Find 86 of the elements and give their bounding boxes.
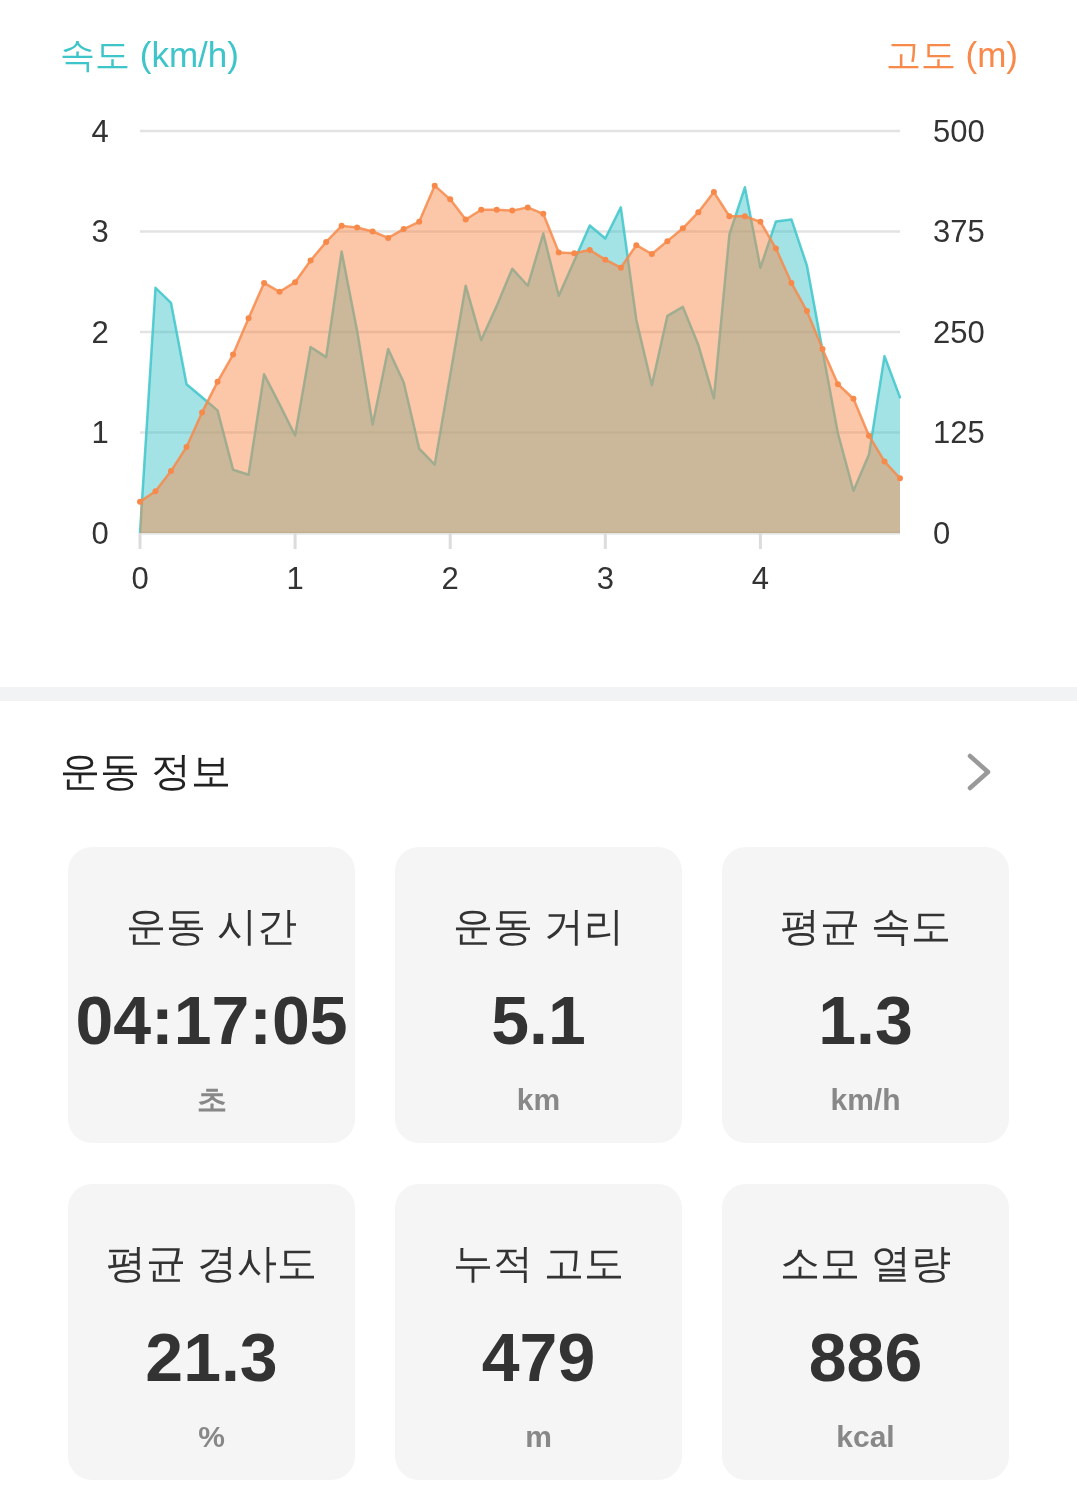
point (323, 238, 330, 245)
text: 운동 시간 (125, 904, 298, 948)
text: km (516, 1082, 561, 1116)
x-tick-label: 2 (441, 560, 459, 596)
y2-tick-label: 125 (933, 415, 985, 450)
point (183, 443, 190, 450)
point (602, 256, 609, 263)
point (679, 225, 686, 232)
point (819, 345, 826, 352)
point (431, 182, 438, 189)
y-tick-label: 1 (91, 415, 109, 450)
text: 5.1 (491, 982, 586, 1058)
text: 평균 경사도 (105, 1241, 318, 1285)
point (462, 216, 469, 223)
point (509, 207, 516, 214)
point (648, 251, 655, 258)
point (757, 218, 764, 225)
point (881, 458, 888, 465)
y2-axis-title: 고도 (m) (885, 34, 1018, 74)
point (369, 228, 376, 235)
point (214, 378, 221, 385)
point (245, 315, 252, 322)
text: % (198, 1419, 225, 1453)
x-tick-label: 3 (596, 560, 614, 596)
point (710, 189, 717, 196)
text: 소모 열량 (779, 1241, 952, 1285)
point (292, 279, 299, 286)
point (664, 238, 671, 245)
point (617, 264, 624, 271)
point (416, 218, 423, 225)
text: 초 (196, 1082, 227, 1116)
point (137, 498, 143, 505)
y2-tick-label: 500 (933, 113, 985, 149)
y2-tick-label: 0 (933, 515, 951, 551)
text: 운동 정보 (60, 749, 232, 793)
point (524, 204, 531, 211)
text: 04:17:05 (75, 982, 348, 1058)
point (586, 246, 593, 253)
text: 21.3 (145, 1319, 278, 1395)
point (400, 226, 407, 233)
point (168, 468, 175, 475)
y-axis-title: 속도 (km/h) (60, 34, 239, 74)
y2-tick-label: 250 (933, 314, 985, 350)
y2-tick-label: 375 (933, 214, 985, 249)
x-tick-label: 4 (751, 560, 770, 596)
point (354, 224, 361, 231)
point (230, 351, 237, 358)
text: 886 (808, 1319, 923, 1395)
point (571, 250, 578, 257)
text: kcal (836, 1419, 895, 1453)
x-tick-label: 1 (286, 560, 304, 596)
text: 1.3 (818, 982, 913, 1058)
text: 누적 고도 (452, 1241, 625, 1285)
y-tick-label: 0 (91, 515, 109, 551)
point (788, 279, 795, 286)
point (338, 222, 345, 229)
point (478, 206, 485, 213)
point (199, 409, 206, 416)
point (555, 249, 562, 256)
text: 479 (481, 1319, 596, 1395)
point (261, 279, 268, 286)
point (633, 242, 640, 249)
point (540, 210, 547, 217)
point (865, 432, 872, 439)
point (695, 209, 702, 216)
point (834, 381, 841, 388)
point (772, 245, 779, 252)
point (850, 395, 857, 402)
text: m (525, 1419, 552, 1453)
x-tick-label: 0 (131, 560, 149, 596)
point (276, 288, 283, 295)
point (152, 488, 159, 495)
text: km/h (830, 1082, 901, 1116)
text: 평균 속도 (779, 904, 952, 948)
y-tick-label: 4 (91, 113, 109, 149)
point (897, 475, 903, 482)
point (726, 213, 733, 220)
y-tick-label: 2 (91, 314, 109, 350)
text: 운동 거리 (452, 904, 625, 948)
point (307, 257, 314, 264)
y-tick-label: 3 (91, 214, 109, 249)
point (385, 234, 392, 241)
point (803, 308, 810, 315)
point (741, 213, 748, 220)
point (447, 196, 454, 203)
point (493, 206, 500, 213)
